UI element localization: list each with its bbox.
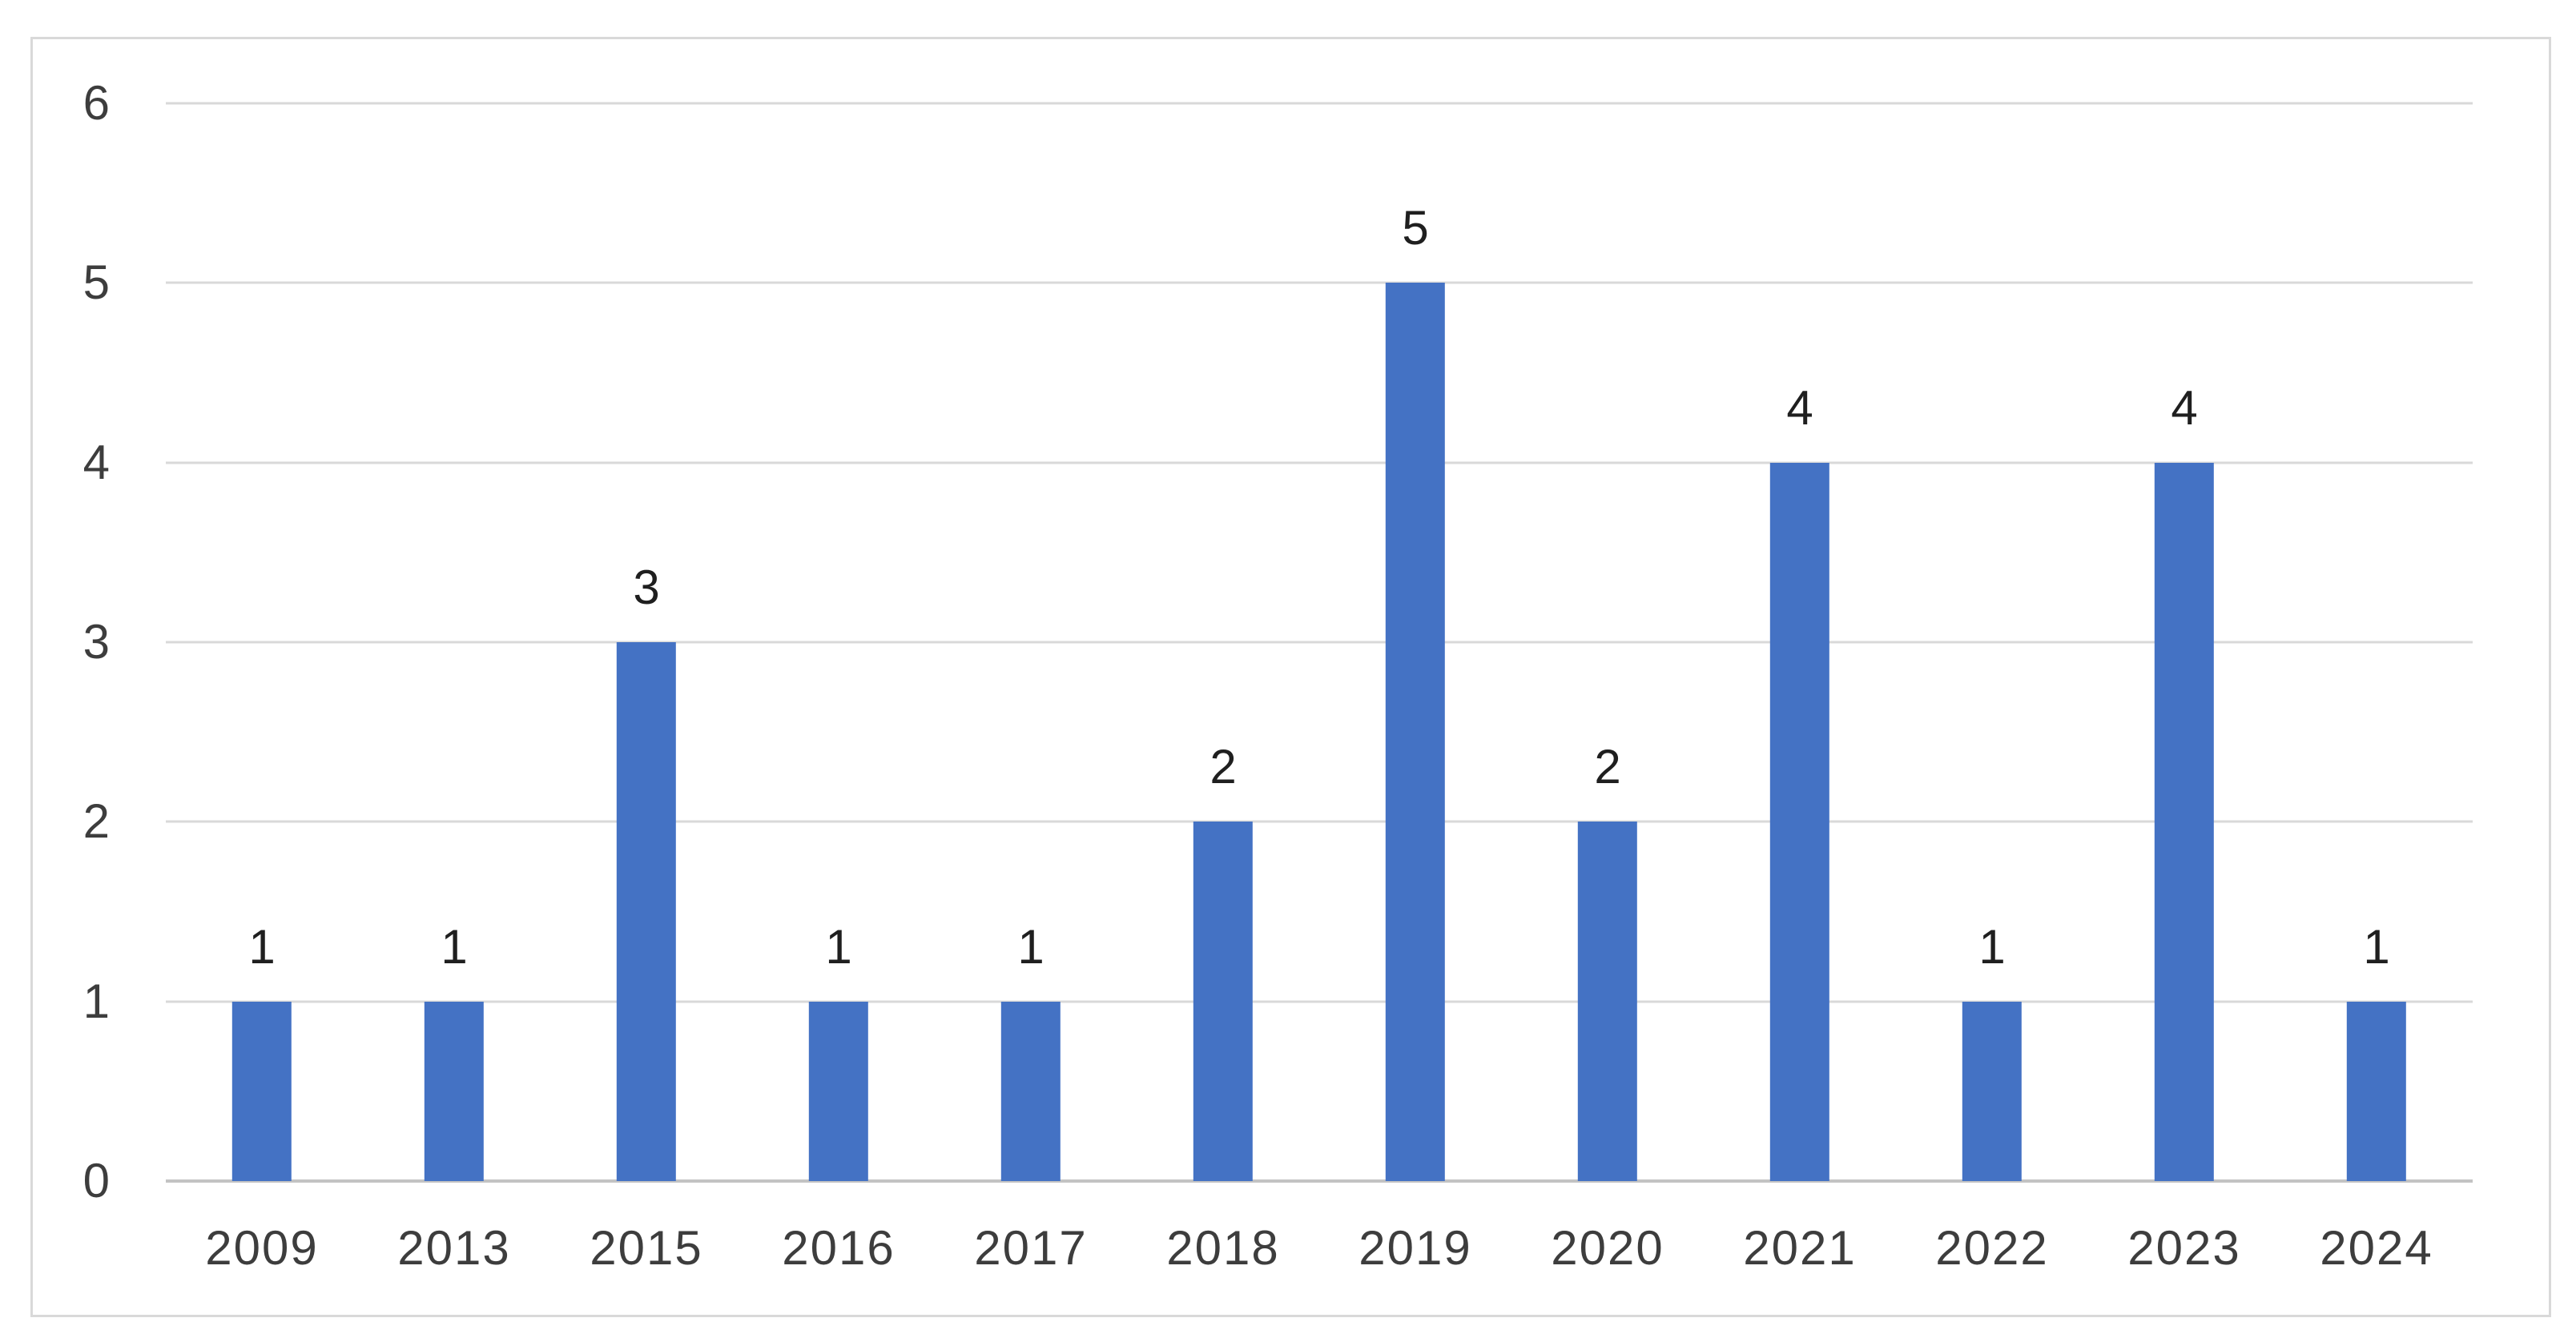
bar-2019: [1385, 283, 1446, 1181]
bar-value-label: 1: [248, 919, 276, 974]
bar-2021: [1769, 462, 1830, 1181]
bar-slot: 1: [358, 103, 550, 1181]
bar-value-label: 1: [1017, 919, 1044, 974]
bar-value-label: 2: [1210, 740, 1237, 794]
y-tick-label: 6: [83, 76, 110, 130]
bar-chart-frame: 0 1 2 3 4 5 6 1 1 3 1 1 2 5 2 4 1 4 1 2009 2013 2015 2016 201…: [30, 37, 2551, 1317]
bar-slot: 4: [2088, 103, 2280, 1181]
bar-2024: [2346, 1001, 2407, 1181]
bar-series: 1 1 3 1 1 2 5 2 4 1 4 1: [166, 103, 2473, 1181]
bar-slot: 1: [1896, 103, 2088, 1181]
x-tick-label: 2024: [2320, 1221, 2433, 1275]
bar-slot: 4: [1704, 103, 1896, 1181]
y-axis: 0 1 2 3 4 5 6: [33, 79, 145, 1205]
bar-value-label: 5: [1402, 201, 1429, 255]
x-tick-label: 2013: [397, 1221, 511, 1275]
x-tick-label: 2019: [1358, 1221, 1472, 1275]
y-tick-label: 0: [83, 1154, 110, 1207]
bar-2015: [616, 642, 677, 1181]
x-tick-label: 2022: [1935, 1221, 2049, 1275]
bar-slot: 3: [550, 103, 743, 1181]
x-tick-label: 2023: [2127, 1221, 2241, 1275]
bar-value-label: 4: [2171, 380, 2198, 435]
plot-area: 1 1 3 1 1 2 5 2 4 1 4 1: [166, 102, 2473, 1183]
gridline: [166, 281, 2473, 284]
bar-value-label: 2: [1594, 740, 1621, 794]
bar-slot: 1: [2280, 103, 2473, 1181]
y-tick-label: 5: [83, 255, 110, 310]
gridline: [166, 820, 2473, 823]
y-tick-label: 2: [83, 794, 110, 849]
bar-2023: [2154, 462, 2215, 1181]
y-tick-label: 4: [83, 435, 110, 489]
bar-value-label: 1: [825, 919, 852, 974]
x-tick-label: 2020: [1551, 1221, 1664, 1275]
x-axis: 2009 2013 2015 2016 2017 2018 2019 2020 2021 2022…: [166, 1218, 2473, 1278]
bar-2022: [1962, 1001, 2023, 1181]
bar-value-label: 4: [1786, 380, 1813, 435]
x-tick-label: 2015: [590, 1221, 703, 1275]
gridline: [166, 641, 2473, 644]
bar-value-label: 1: [2363, 919, 2390, 974]
bar-2017: [1000, 1001, 1061, 1181]
x-tick-label: 2021: [1743, 1221, 1857, 1275]
bar-slot: 2: [1127, 103, 1319, 1181]
x-tick-label: 2009: [205, 1221, 319, 1275]
gridline: [166, 461, 2473, 464]
bar-2016: [808, 1001, 869, 1181]
x-tick-label: 2016: [782, 1221, 896, 1275]
bar-2013: [424, 1001, 485, 1181]
bar-value-label: 1: [441, 919, 468, 974]
x-axis-line: [166, 1179, 2473, 1183]
gridline: [166, 1000, 2473, 1003]
bar-2020: [1577, 822, 1638, 1181]
bar-value-label: 3: [633, 561, 660, 614]
bar-2018: [1193, 822, 1254, 1181]
bar-2009: [231, 1001, 292, 1181]
y-tick-label: 1: [83, 974, 110, 1028]
bar-slot: 1: [743, 103, 935, 1181]
bar-value-label: 1: [1978, 919, 2006, 974]
x-tick-label: 2017: [974, 1221, 1088, 1275]
gridline: [166, 102, 2473, 105]
x-tick-label: 2018: [1166, 1221, 1280, 1275]
bar-slot: 1: [166, 103, 358, 1181]
bar-slot: 2: [1511, 103, 1704, 1181]
bar-slot: 5: [1319, 103, 1511, 1181]
y-tick-label: 3: [83, 615, 110, 669]
bar-slot: 1: [935, 103, 1127, 1181]
